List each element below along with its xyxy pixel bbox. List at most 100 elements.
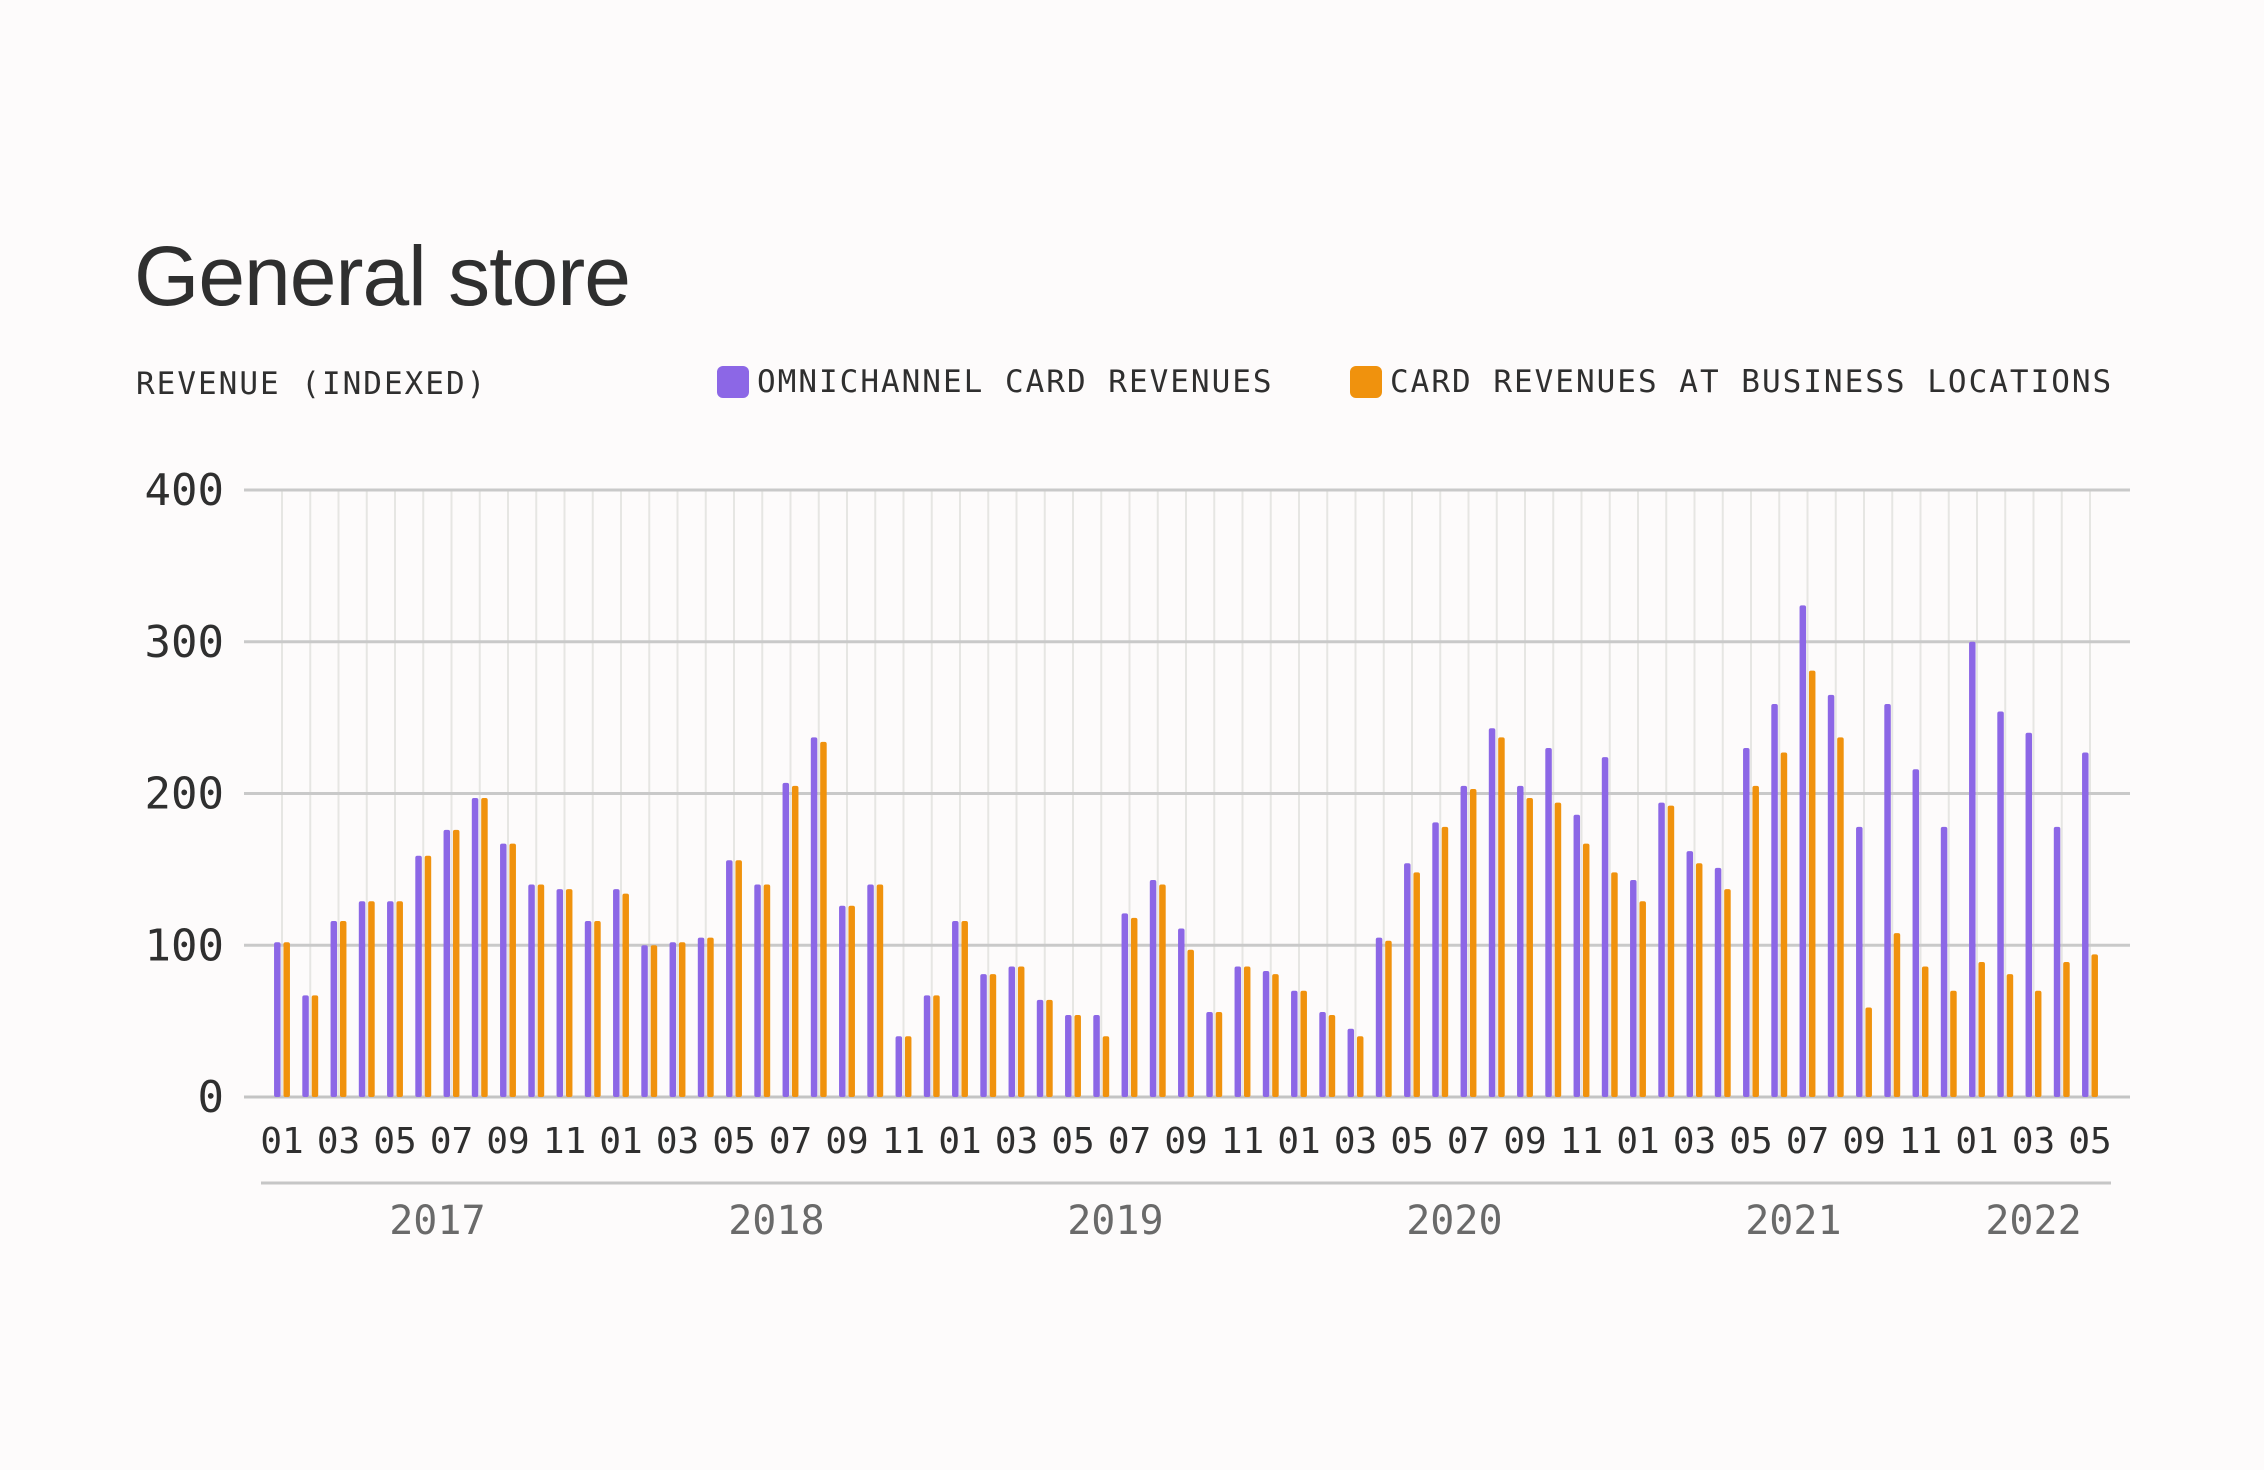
x-tick-label: 11 [1899, 1121, 1942, 1162]
x-tick-label: 05 [712, 1121, 755, 1162]
bar-business-locations [2034, 990, 2042, 1097]
bar-business-locations [622, 893, 629, 1097]
bar-business-locations [1837, 737, 1844, 1097]
bar-business-locations [283, 942, 290, 1097]
bar-business-locations [1526, 798, 1533, 1097]
x-tick-label: 07 [1447, 1121, 1490, 1162]
bar-business-locations [1752, 785, 1759, 1097]
bar-omnichannel [556, 889, 564, 1097]
y-axis-label: REVENUE (INDEXED) [136, 366, 488, 402]
bar-omnichannel [1149, 879, 1157, 1097]
bar-omnichannel [1545, 747, 1552, 1097]
bar-omnichannel [895, 1036, 903, 1097]
x-tick-label: 11 [1560, 1121, 1603, 1162]
x-tick-label: 01 [1955, 1121, 1998, 1162]
bar-omnichannel [1291, 990, 1298, 1097]
bar-business-locations [1724, 889, 1731, 1097]
x-tick-label: 09 [825, 1121, 868, 1162]
x-tick-label: 03 [1334, 1121, 1377, 1162]
year-label: 2018 [728, 1198, 824, 1244]
bar-business-locations [1413, 872, 1420, 1097]
x-tick-label: 07 [1786, 1121, 1829, 1162]
legend-label-business-locations: CARD REVENUES AT BUSINESS LOCATIONS [1390, 364, 2114, 400]
bar-business-locations [594, 920, 601, 1097]
bar-omnichannel [1601, 757, 1609, 1097]
x-tick-label: 03 [995, 1121, 1038, 1162]
bar-business-locations [1356, 1036, 1364, 1097]
bar-business-locations [311, 995, 319, 1097]
bar-business-locations [1893, 933, 1901, 1097]
bar-business-locations [1159, 884, 1166, 1097]
bar-omnichannel [1630, 879, 1637, 1097]
bar-business-locations [650, 945, 658, 1097]
bar-business-locations [1978, 961, 1985, 1097]
bar-business-locations [452, 829, 460, 1097]
bar-business-locations [1102, 1036, 1110, 1097]
bar-business-locations [2006, 974, 2014, 1097]
bar-business-locations [1046, 999, 1053, 1097]
bar-omnichannel [810, 737, 818, 1097]
legend-swatch-business-locations [1350, 366, 1382, 398]
x-tick-label: 01 [938, 1121, 981, 1162]
bar-omnichannel [1065, 1015, 1072, 1097]
legend-item-omnichannel: OMNICHANNEL CARD REVENUES [717, 364, 1274, 400]
x-tick-label: 09 [1503, 1121, 1546, 1162]
bar-business-locations [989, 974, 997, 1097]
x-tick-label: 05 [2068, 1121, 2111, 1162]
bar-omnichannel [613, 889, 620, 1097]
bar-omnichannel [782, 782, 790, 1097]
bar-business-locations [1385, 940, 1392, 1097]
bar-business-locations [537, 884, 545, 1097]
bar-business-locations [509, 843, 516, 1097]
bar-omnichannel [358, 901, 366, 1097]
legend-item-business-locations: CARD REVENUES AT BUSINESS LOCATIONS [1350, 364, 2113, 400]
x-tick-label: 09 [1164, 1121, 1207, 1162]
x-tick-label: 01 [260, 1121, 303, 1162]
bar-omnichannel [1375, 937, 1383, 1097]
legend-swatch-omnichannel [717, 366, 749, 398]
bar-business-locations [1865, 1007, 1872, 1097]
bar-business-locations [368, 901, 375, 1097]
legend-label-omnichannel: OMNICHANNEL CARD REVENUES [757, 364, 1274, 400]
bar-business-locations [339, 920, 347, 1097]
bar-omnichannel [1714, 867, 1722, 1097]
bar-omnichannel [1940, 826, 1948, 1097]
bar-business-locations [876, 884, 884, 1097]
bar-business-locations [933, 995, 940, 1097]
bar-business-locations [707, 937, 714, 1097]
bar-business-locations [1921, 966, 1929, 1097]
bar-business-locations [1611, 872, 1618, 1097]
y-tick-label: 400 [145, 465, 224, 516]
bar-business-locations [820, 741, 827, 1097]
year-label: 2019 [1067, 1198, 1163, 1244]
bar-omnichannel [1432, 822, 1439, 1097]
bar-omnichannel [1460, 785, 1468, 1097]
x-tick-label: 07 [1108, 1121, 1151, 1162]
bar-business-locations [1950, 990, 1957, 1097]
bar-omnichannel [697, 937, 705, 1097]
bar-omnichannel [867, 884, 874, 1097]
bar-business-locations [1243, 966, 1251, 1097]
x-tick-label: 03 [2012, 1121, 2055, 1162]
bar-omnichannel [387, 901, 394, 1097]
x-tick-label: 11 [1221, 1121, 1264, 1162]
year-label: 2020 [1406, 1198, 1502, 1244]
bar-omnichannel [923, 995, 931, 1097]
bar-business-locations [1554, 802, 1562, 1097]
x-tick-label: 03 [317, 1121, 360, 1162]
bar-business-locations [396, 901, 403, 1097]
bar-omnichannel [584, 920, 592, 1097]
x-tick-label: 09 [1842, 1121, 1885, 1162]
bar-business-locations [1639, 901, 1646, 1097]
bar-business-locations [565, 889, 573, 1097]
bar-omnichannel [1404, 863, 1411, 1097]
bar-business-locations [1695, 863, 1703, 1097]
x-tick-label: 05 [373, 1121, 416, 1162]
bar-business-locations [1441, 826, 1449, 1097]
bar-omnichannel [471, 798, 479, 1097]
bar-omnichannel [1573, 814, 1581, 1097]
bar-omnichannel [330, 920, 338, 1097]
x-tick-label: 05 [1390, 1121, 1433, 1162]
